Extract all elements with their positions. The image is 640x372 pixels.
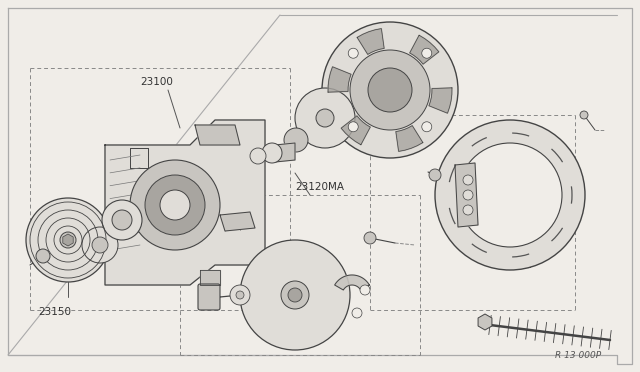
Circle shape xyxy=(262,143,282,163)
Circle shape xyxy=(422,122,432,132)
Text: 23120M: 23120M xyxy=(340,60,382,70)
Circle shape xyxy=(348,122,358,132)
Polygon shape xyxy=(220,212,255,231)
Circle shape xyxy=(82,227,118,263)
Text: 23120MA: 23120MA xyxy=(295,182,344,192)
Text: 23135M: 23135M xyxy=(490,260,532,270)
Polygon shape xyxy=(341,116,371,145)
Polygon shape xyxy=(275,143,295,162)
Circle shape xyxy=(360,285,370,295)
Circle shape xyxy=(463,175,473,185)
Circle shape xyxy=(295,88,355,148)
Circle shape xyxy=(322,22,458,158)
Circle shape xyxy=(281,281,309,309)
Circle shape xyxy=(316,109,334,127)
Circle shape xyxy=(102,200,142,240)
Polygon shape xyxy=(328,67,351,92)
Circle shape xyxy=(230,285,250,305)
Circle shape xyxy=(288,288,302,302)
Circle shape xyxy=(284,128,308,152)
Circle shape xyxy=(463,190,473,200)
Polygon shape xyxy=(455,163,478,227)
Circle shape xyxy=(348,48,358,58)
Polygon shape xyxy=(105,120,265,285)
Circle shape xyxy=(160,190,190,220)
Polygon shape xyxy=(429,88,452,113)
Text: 23100: 23100 xyxy=(140,77,173,87)
Circle shape xyxy=(26,198,110,282)
Polygon shape xyxy=(195,125,240,145)
Circle shape xyxy=(250,148,266,164)
Polygon shape xyxy=(200,270,220,285)
Circle shape xyxy=(145,175,205,235)
Text: R 13 000P: R 13 000P xyxy=(555,351,601,360)
Polygon shape xyxy=(357,29,384,54)
Circle shape xyxy=(36,249,50,263)
Circle shape xyxy=(463,205,473,215)
Polygon shape xyxy=(335,275,369,290)
Circle shape xyxy=(92,237,108,253)
Circle shape xyxy=(236,291,244,299)
Circle shape xyxy=(458,143,562,247)
Circle shape xyxy=(422,48,432,58)
Text: 23150: 23150 xyxy=(38,307,71,317)
Polygon shape xyxy=(396,126,423,151)
FancyBboxPatch shape xyxy=(198,284,220,310)
Circle shape xyxy=(580,111,588,119)
Circle shape xyxy=(60,232,76,248)
Circle shape xyxy=(435,120,585,270)
Circle shape xyxy=(130,160,220,250)
Circle shape xyxy=(429,169,441,181)
Circle shape xyxy=(240,240,350,350)
Circle shape xyxy=(352,308,362,318)
Circle shape xyxy=(368,68,412,112)
Polygon shape xyxy=(410,35,439,64)
Circle shape xyxy=(350,50,430,130)
Circle shape xyxy=(364,232,376,244)
Circle shape xyxy=(112,210,132,230)
